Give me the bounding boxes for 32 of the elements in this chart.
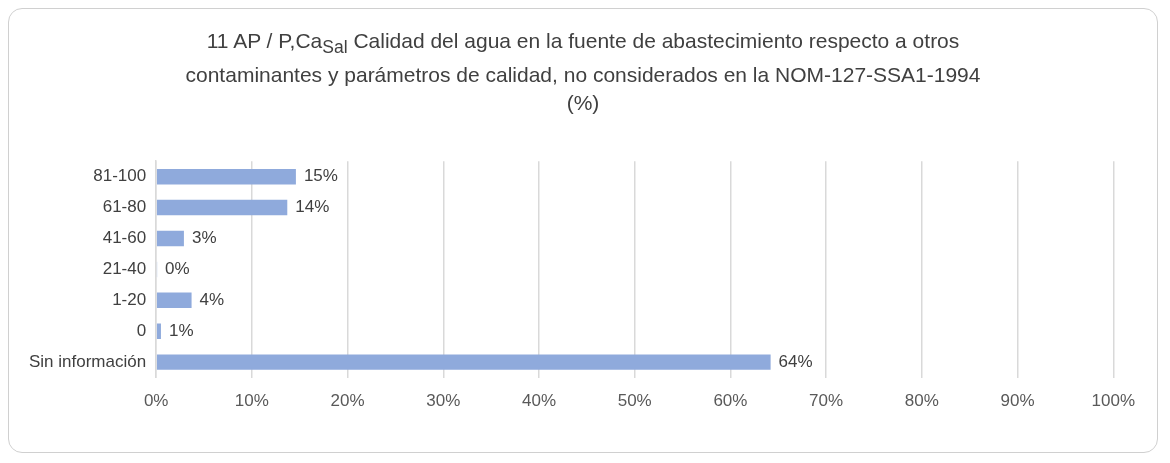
bar <box>156 200 288 216</box>
bar <box>156 354 771 371</box>
data-label: 15% <box>303 166 338 186</box>
x-tick-label: 30% <box>426 391 461 411</box>
bar <box>156 292 192 309</box>
x-tick-label: 60% <box>713 391 748 411</box>
y-tick-label: 81-100 <box>93 166 147 186</box>
x-tick-label: 100% <box>1091 391 1135 411</box>
x-tick-label: 50% <box>617 391 652 411</box>
data-label: 3% <box>191 228 217 248</box>
bar <box>156 230 184 247</box>
data-label: 14% <box>295 197 330 217</box>
y-tick-label: Sin información <box>28 352 147 372</box>
y-tick-label: 61-80 <box>102 197 147 217</box>
data-label: 1% <box>168 321 194 341</box>
x-tick-label: 0% <box>143 391 169 411</box>
x-tick-label: 70% <box>809 391 844 411</box>
data-label: 64% <box>778 352 813 372</box>
x-tick-label: 80% <box>904 391 939 411</box>
data-label: 0% <box>165 259 190 279</box>
x-tick-label: 40% <box>521 391 557 411</box>
x-tick-label: 90% <box>1000 391 1035 411</box>
bar <box>156 323 161 340</box>
y-tick-label: 0 <box>136 321 147 341</box>
x-tick-label: 20% <box>330 391 365 411</box>
x-tick-label: 10% <box>234 391 269 411</box>
data-label: 4% <box>199 290 225 310</box>
bar <box>156 169 296 185</box>
chart-title: 11 AP / P,Ca$_{Sal}$ Calidad del agua en la fuente de abastecimiento respecto a otros contaminantes y parámetros de calidad, no considerados en la NOM-127-SSA1-1994 (%) <box>184 28 982 117</box>
y-tick-label: 1-20 <box>112 290 147 310</box>
y-tick-label: 41-60 <box>102 228 147 248</box>
y-tick-label: 21-40 <box>102 259 147 279</box>
